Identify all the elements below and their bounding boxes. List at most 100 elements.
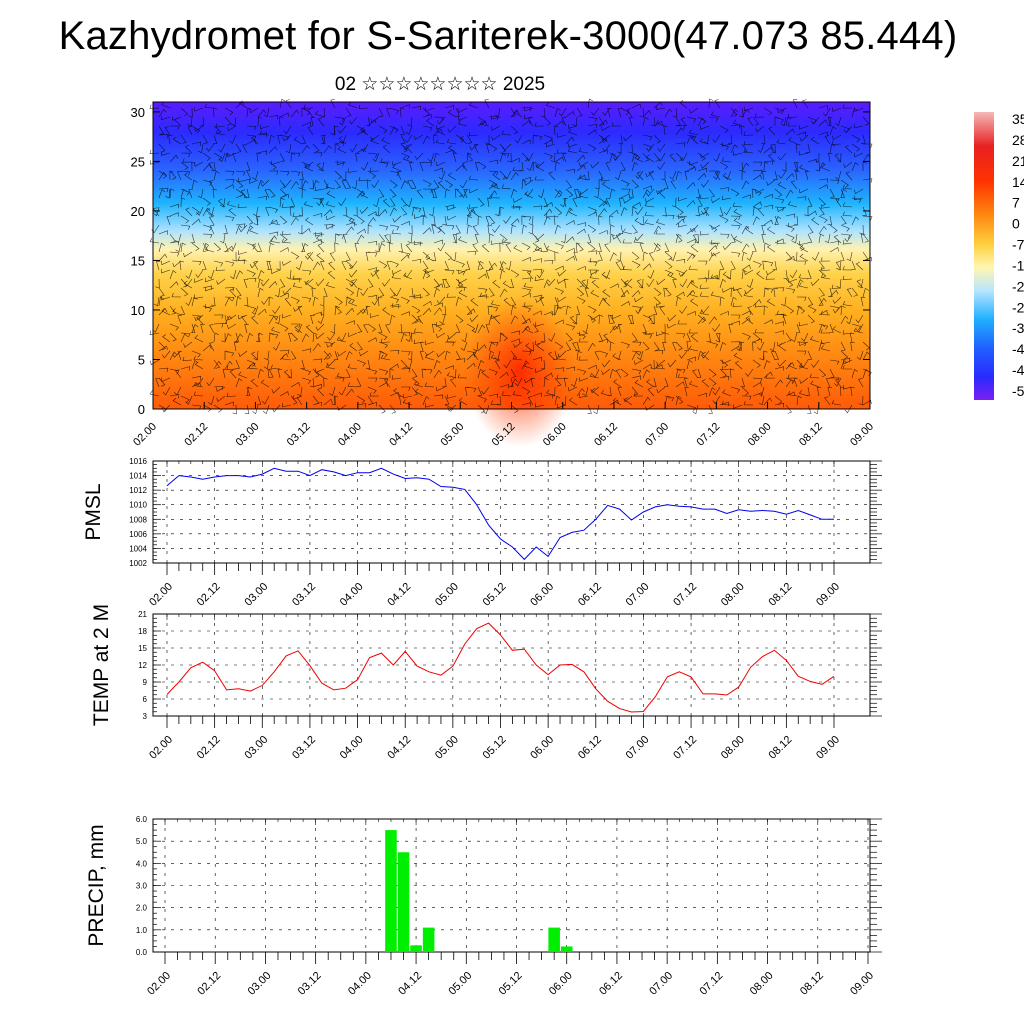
wind-barb	[532, 233, 540, 243]
wind-barb	[292, 275, 303, 280]
wind-barb	[510, 107, 516, 117]
wind-barb	[521, 120, 531, 127]
wind-barb	[510, 269, 520, 278]
wind-barb	[642, 134, 653, 141]
wind-barb	[688, 345, 699, 352]
wind-barb	[287, 368, 292, 379]
wind-barb	[598, 137, 608, 145]
wind-barb	[312, 239, 322, 244]
wind-barb	[763, 360, 771, 370]
wind-barb	[404, 134, 413, 144]
wind-barb	[257, 332, 263, 343]
wind-barb	[524, 377, 534, 384]
wind-barb	[279, 152, 285, 162]
wind-barb	[820, 339, 831, 345]
wind-barb	[535, 368, 545, 373]
wind-barb	[598, 170, 604, 180]
wind-barb	[411, 258, 422, 264]
wind-barb	[502, 280, 512, 289]
wind-barb	[732, 302, 743, 308]
wind-barb	[521, 350, 532, 356]
pmsl-x-tick-label: 06.00	[528, 581, 556, 609]
wind-barb	[372, 152, 380, 162]
wind-barb	[635, 206, 644, 215]
wind-barb	[645, 170, 655, 178]
wind-barb	[213, 332, 219, 343]
wind-barb	[433, 224, 442, 233]
wind-barb	[348, 217, 358, 226]
wind-barb	[798, 150, 809, 156]
wind-barb	[455, 323, 461, 333]
wind-barb	[436, 350, 446, 358]
colorbar-label: -14	[1012, 257, 1024, 273]
wind-barb	[378, 233, 386, 243]
wind-barb	[628, 117, 634, 127]
pmsl-x-tick-label: 03.00	[242, 581, 270, 609]
wind-barb	[472, 351, 479, 361]
heatmap-x-tick-label: 04.12	[387, 421, 415, 449]
wind-barb	[521, 139, 531, 145]
wind-barb	[579, 377, 589, 382]
wind-barb	[316, 197, 325, 207]
wind-barb	[196, 315, 204, 325]
wind-barb	[535, 340, 545, 346]
wind-barb	[818, 206, 825, 216]
wind-barb	[422, 307, 432, 316]
wind-barb	[543, 208, 553, 217]
wind-barb	[582, 323, 589, 334]
wind-barb	[194, 334, 204, 343]
wind-barb	[572, 342, 578, 352]
wind-barb	[444, 260, 450, 270]
wind-barb	[733, 208, 743, 217]
wind-barb	[358, 104, 369, 110]
wind-barb	[191, 260, 202, 266]
wind-barb	[367, 224, 373, 235]
wind-barb	[543, 259, 554, 265]
wind-barb	[554, 242, 564, 250]
wind-barb	[655, 105, 666, 110]
wind-barb	[644, 211, 655, 217]
wind-barb	[343, 234, 348, 244]
wind-barb	[590, 386, 600, 394]
wind-barb	[215, 129, 226, 136]
wind-barb	[572, 198, 578, 208]
wind-barb	[268, 368, 274, 378]
wind-barb	[160, 151, 171, 156]
wind-barb	[459, 135, 468, 145]
temp-y-tick-label: 18	[138, 627, 147, 636]
wind-barb	[431, 188, 436, 199]
wind-barb	[807, 197, 813, 207]
wind-barb	[565, 111, 575, 118]
wind-barb	[769, 341, 776, 352]
wind-barb	[460, 341, 468, 351]
wind-barb	[496, 395, 502, 406]
wind-barb	[642, 116, 649, 127]
wind-barb	[594, 351, 600, 361]
wind-barb	[587, 129, 597, 136]
wind-barb	[358, 176, 369, 182]
wind-barb	[862, 161, 867, 171]
wind-barb	[380, 338, 391, 343]
wind-barb	[447, 332, 457, 340]
colorbar-label: 35	[1012, 111, 1024, 127]
wind-barb	[499, 260, 504, 270]
wind-barb	[237, 203, 248, 209]
wind-barb	[796, 359, 804, 369]
wind-barb	[711, 224, 721, 230]
wind-barb	[503, 170, 512, 180]
wind-barb	[662, 341, 667, 352]
wind-barb	[231, 116, 237, 127]
wind-barb	[191, 360, 199, 370]
wind-barb	[763, 260, 774, 267]
wind-barb	[405, 197, 413, 208]
pmsl-panel: 10021004100610081010101210141016PMSL02.0…	[82, 457, 882, 609]
wind-barb	[316, 253, 325, 262]
wind-barb	[675, 269, 685, 277]
wind-barb	[400, 331, 411, 337]
wind-barb	[535, 233, 545, 241]
wind-barb	[180, 215, 190, 224]
wind-barb	[579, 188, 589, 195]
wind-barb	[180, 161, 189, 171]
wind-barb	[477, 344, 487, 352]
wind-barb	[426, 118, 435, 127]
